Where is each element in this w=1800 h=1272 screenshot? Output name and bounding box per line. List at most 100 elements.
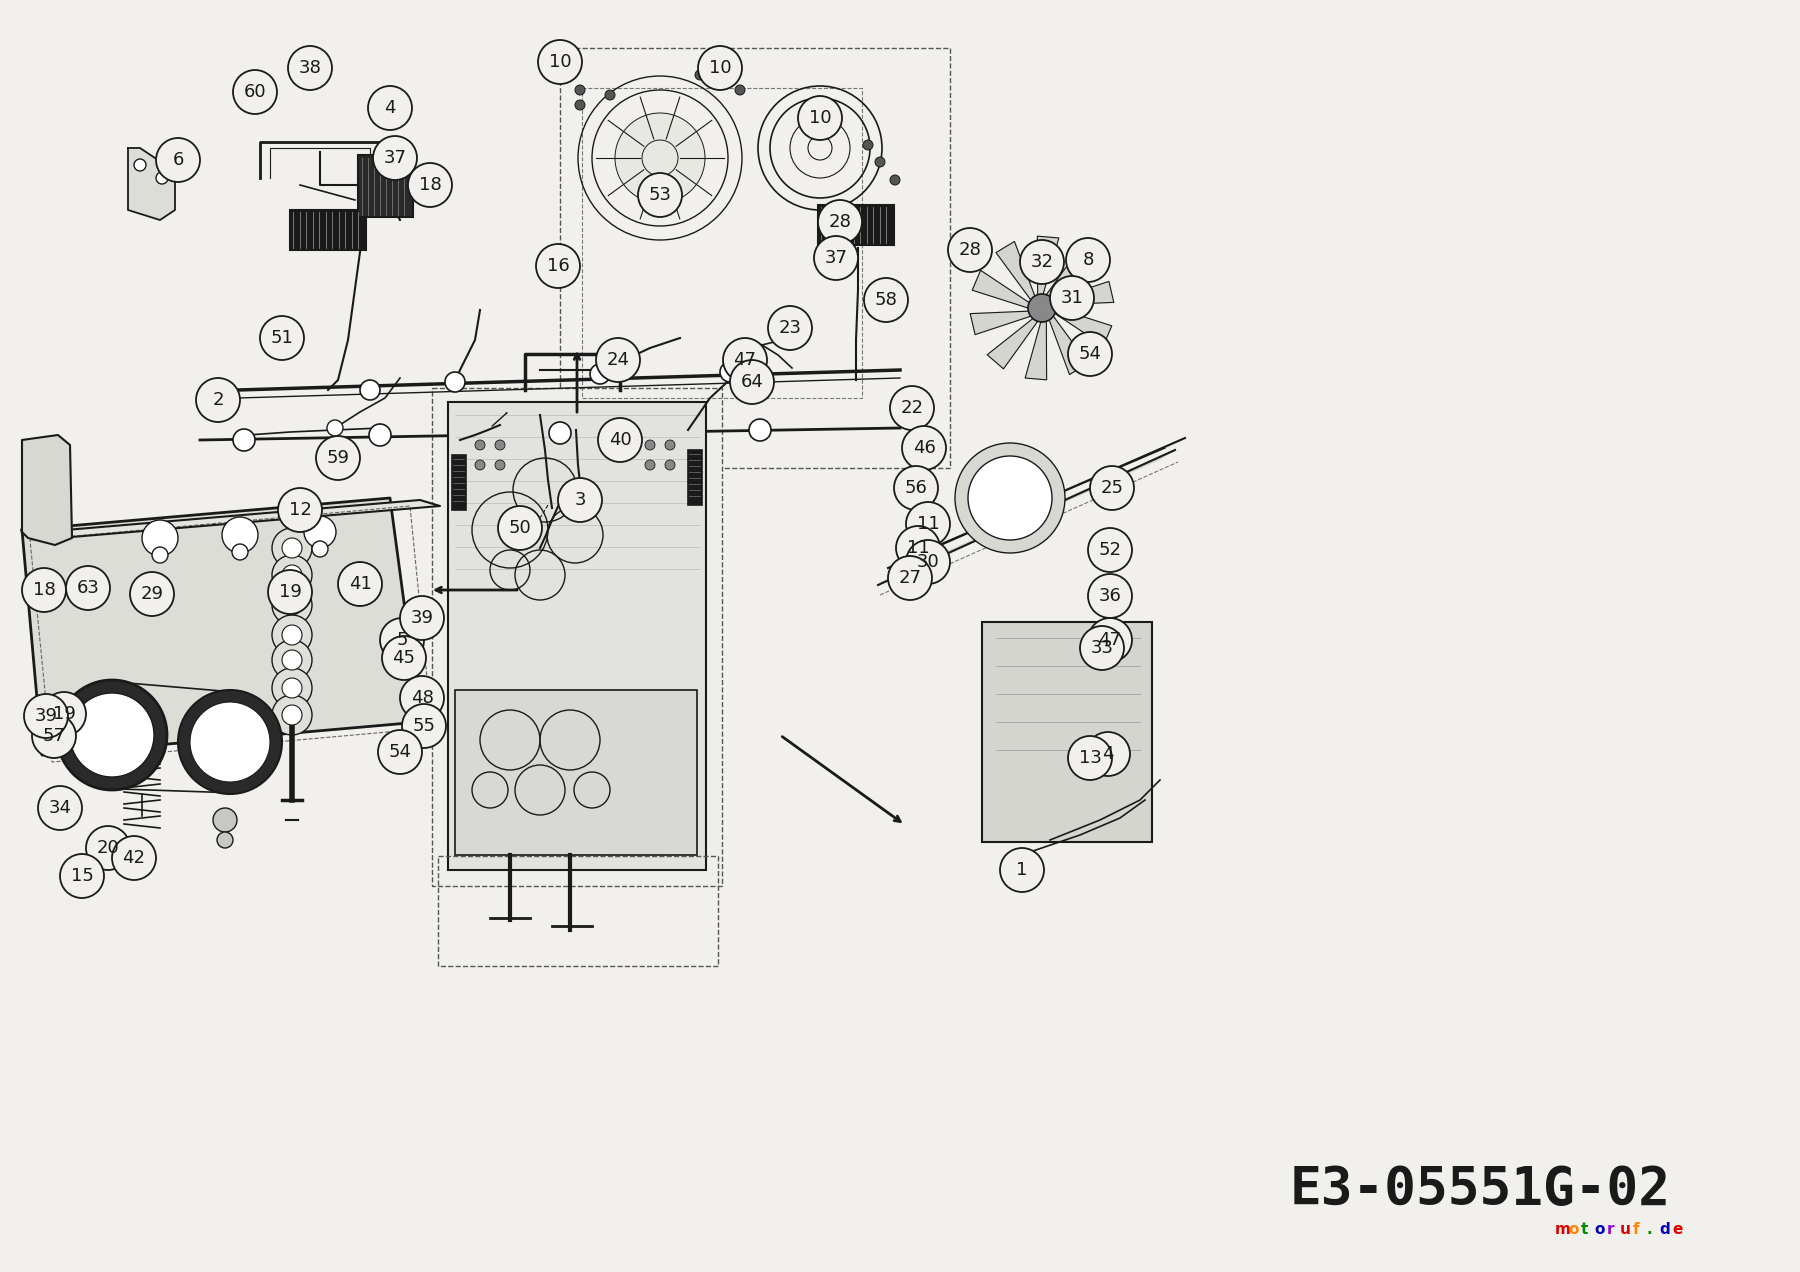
Circle shape [382,636,427,681]
Circle shape [968,455,1051,541]
Circle shape [272,585,311,625]
Text: 22: 22 [900,399,923,417]
FancyArrowPatch shape [491,413,508,426]
Circle shape [887,556,932,600]
Circle shape [495,460,506,469]
Circle shape [272,528,311,569]
Polygon shape [972,271,1030,308]
Bar [983,622,1152,842]
Circle shape [574,85,585,95]
Polygon shape [1046,247,1096,298]
Circle shape [889,385,934,430]
Circle shape [106,852,119,864]
Text: 19: 19 [52,705,76,722]
Circle shape [1066,238,1111,282]
Circle shape [889,176,900,184]
Circle shape [558,478,601,522]
Text: 46: 46 [913,439,936,457]
Circle shape [724,338,767,382]
Bar [817,205,895,245]
Text: 25: 25 [1100,480,1123,497]
Circle shape [549,422,571,444]
Polygon shape [1026,322,1046,380]
Circle shape [644,440,655,450]
Circle shape [232,544,248,560]
Text: .: . [1645,1222,1652,1238]
Polygon shape [1053,281,1114,305]
Circle shape [769,307,812,350]
Text: 23: 23 [778,319,801,337]
Text: 58: 58 [875,291,898,309]
Text: 56: 56 [905,480,927,497]
Circle shape [191,702,270,782]
Circle shape [664,440,675,450]
Circle shape [369,424,391,446]
Text: 40: 40 [608,431,632,449]
Circle shape [895,466,938,510]
Circle shape [598,418,643,462]
Polygon shape [22,435,72,544]
Circle shape [283,538,302,558]
Circle shape [817,200,862,244]
Circle shape [637,173,682,218]
Circle shape [70,693,155,777]
Circle shape [1091,466,1134,510]
Text: 11: 11 [907,539,929,557]
Circle shape [664,460,675,469]
Circle shape [749,418,770,441]
Circle shape [1067,332,1112,377]
Text: 60: 60 [243,83,266,100]
Text: 47: 47 [734,351,756,369]
Circle shape [400,675,445,720]
Text: 16: 16 [547,257,569,275]
Circle shape [23,695,68,738]
Polygon shape [878,450,1175,585]
Text: 15: 15 [70,868,94,885]
Text: 5: 5 [396,631,409,649]
Circle shape [905,502,950,546]
Circle shape [272,695,311,735]
Circle shape [157,172,167,184]
Circle shape [797,95,842,140]
Circle shape [905,541,950,584]
Text: 54: 54 [1078,345,1102,363]
Circle shape [41,692,86,736]
Text: 28: 28 [828,212,851,232]
Circle shape [1067,736,1112,780]
Circle shape [58,681,167,790]
Text: 20: 20 [97,840,119,857]
Circle shape [338,562,382,605]
Circle shape [1087,528,1132,572]
Circle shape [232,429,256,452]
Text: 8: 8 [1082,251,1094,268]
Text: 31: 31 [1060,289,1084,307]
Text: 42: 42 [122,848,146,868]
Circle shape [378,730,421,773]
Circle shape [317,436,360,480]
Circle shape [90,714,133,757]
Circle shape [133,159,146,170]
Circle shape [475,440,484,450]
Text: r: r [1607,1222,1615,1238]
Text: 51: 51 [270,329,293,347]
Circle shape [283,678,302,698]
Circle shape [32,714,76,758]
Text: 3: 3 [574,491,585,509]
Text: 37: 37 [824,249,848,267]
Text: 30: 30 [916,553,940,571]
Circle shape [1028,294,1057,322]
Text: 33: 33 [1091,639,1114,658]
Text: 39: 39 [34,707,58,725]
Text: 37: 37 [383,149,407,167]
Bar [358,155,412,218]
Circle shape [731,360,774,404]
Circle shape [1085,731,1130,776]
Circle shape [360,380,380,399]
Circle shape [373,136,418,181]
Text: 50: 50 [509,519,531,537]
Bar [560,48,950,468]
Circle shape [499,506,542,550]
Text: 45: 45 [392,649,416,667]
Circle shape [283,650,302,670]
Text: o: o [1568,1222,1579,1238]
